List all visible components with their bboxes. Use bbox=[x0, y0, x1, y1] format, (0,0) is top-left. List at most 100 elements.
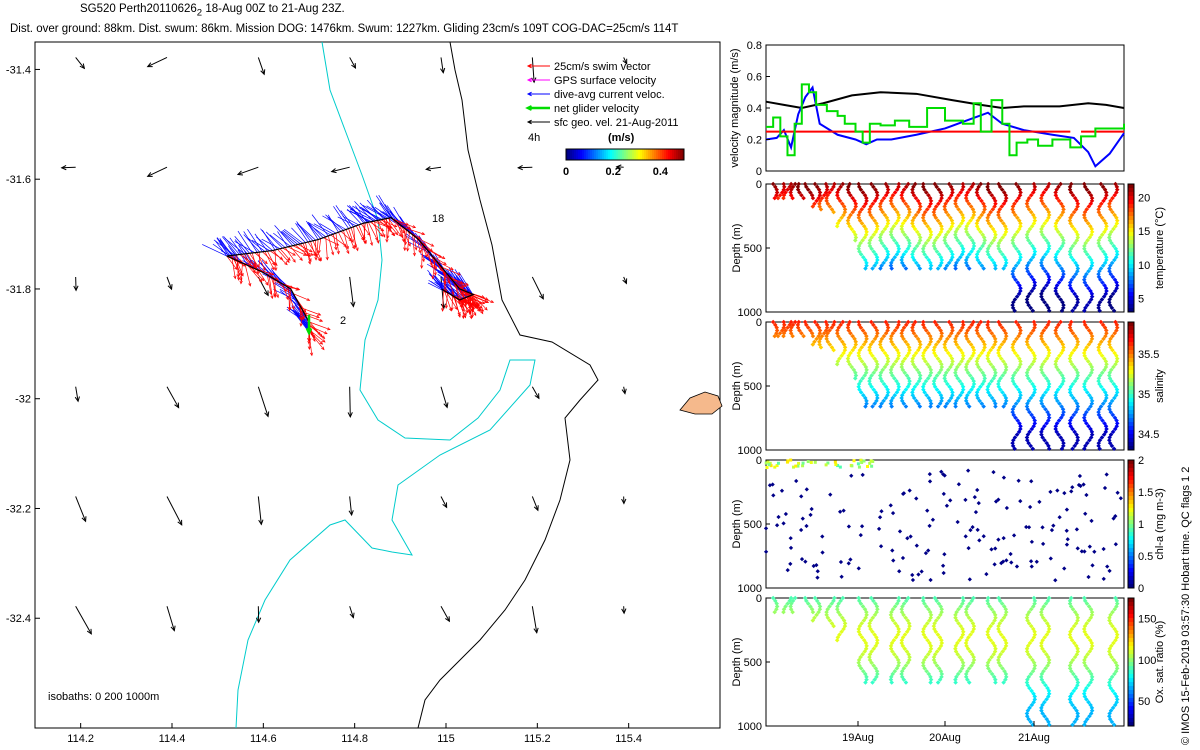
profile-point bbox=[872, 263, 877, 268]
profile-point bbox=[1097, 350, 1103, 356]
profile-point bbox=[910, 390, 915, 395]
profile-point bbox=[1071, 688, 1077, 694]
profile-point bbox=[899, 361, 905, 367]
dac-vector bbox=[451, 269, 469, 293]
profile-point bbox=[1030, 668, 1036, 674]
dac-vector bbox=[352, 205, 377, 221]
sfc-arrow-head bbox=[348, 510, 354, 517]
profile-point bbox=[1103, 423, 1109, 429]
swim-vector bbox=[308, 321, 331, 330]
profile-point bbox=[804, 598, 809, 604]
chl-point bbox=[1018, 499, 1023, 504]
profile-point bbox=[990, 345, 996, 350]
profile-point bbox=[914, 260, 919, 266]
profile-point bbox=[967, 373, 973, 378]
chl-surface-point bbox=[776, 461, 780, 465]
swim-vector-head bbox=[459, 304, 463, 308]
profile-point bbox=[1027, 685, 1032, 691]
profile-point bbox=[861, 254, 866, 260]
profile-point bbox=[1070, 308, 1075, 313]
profile-point bbox=[1072, 705, 1077, 711]
swim-vector-head bbox=[301, 315, 305, 320]
profile-point bbox=[1024, 646, 1030, 651]
profile-point bbox=[895, 632, 901, 637]
swim-vector-head bbox=[343, 243, 348, 247]
profile-point bbox=[1082, 598, 1088, 604]
dac-vector bbox=[294, 310, 310, 331]
swim-vector-head bbox=[316, 315, 320, 319]
chl-surface-point bbox=[859, 458, 863, 462]
profile-point bbox=[1110, 705, 1116, 711]
colorbar-swatch bbox=[620, 149, 623, 160]
profile-point bbox=[957, 637, 962, 643]
profile-point bbox=[993, 646, 998, 651]
depth-colorbar-swatch bbox=[1128, 288, 1134, 293]
profile-point bbox=[966, 615, 972, 620]
profile-point bbox=[975, 257, 981, 263]
sfc-arrow-head bbox=[622, 58, 628, 65]
profile-point bbox=[1042, 204, 1048, 209]
chl-point bbox=[1084, 492, 1089, 498]
chl-point bbox=[774, 523, 780, 528]
chl-point bbox=[970, 524, 975, 530]
chl-point bbox=[1092, 549, 1097, 554]
profile-point bbox=[859, 359, 865, 364]
profile-point bbox=[1016, 260, 1021, 266]
profile-point bbox=[993, 370, 998, 375]
swim-vector bbox=[288, 287, 290, 310]
chl-point bbox=[876, 526, 882, 532]
depth-colorbar-swatch bbox=[1128, 280, 1134, 285]
swim-vector bbox=[279, 248, 291, 261]
dac-vector bbox=[229, 247, 243, 264]
colorbar-swatch bbox=[658, 149, 661, 160]
colorbar-swatch bbox=[598, 149, 601, 160]
depth-colorbar-swatch bbox=[1128, 576, 1134, 581]
chl-point bbox=[1087, 544, 1092, 549]
profile-point bbox=[989, 331, 995, 336]
profile-point bbox=[1029, 412, 1034, 418]
profile-point bbox=[1100, 322, 1106, 328]
swim-vector-head bbox=[363, 240, 367, 245]
swim-vector bbox=[444, 290, 452, 312]
profile-point bbox=[953, 263, 958, 268]
profile-point bbox=[827, 604, 832, 609]
profile-point bbox=[1101, 387, 1106, 392]
chl-point bbox=[1065, 537, 1070, 542]
profile-point bbox=[850, 347, 856, 353]
profile-point bbox=[1107, 297, 1112, 302]
profile-point bbox=[1024, 711, 1030, 716]
profile-point bbox=[936, 325, 942, 330]
profile-point bbox=[907, 654, 912, 660]
profile-point bbox=[1041, 235, 1047, 240]
swim-vector bbox=[399, 224, 405, 242]
profile-point bbox=[1111, 226, 1116, 232]
profile-point bbox=[958, 604, 963, 609]
profile-point bbox=[933, 353, 939, 359]
swim-vector-head bbox=[355, 247, 359, 252]
profile-point bbox=[1042, 423, 1047, 429]
profile-point bbox=[1017, 390, 1023, 395]
sfc-arrow-head bbox=[531, 77, 537, 84]
profile-point bbox=[1046, 694, 1051, 699]
profile-point bbox=[1075, 435, 1080, 440]
profile-point bbox=[1044, 632, 1050, 637]
chl-point bbox=[948, 498, 953, 503]
profile-point bbox=[970, 353, 975, 359]
chl-point bbox=[966, 468, 971, 473]
profile-point bbox=[931, 654, 937, 660]
profile-point bbox=[981, 347, 986, 353]
depth-colorbar-swatch bbox=[1128, 524, 1134, 529]
profile-point bbox=[993, 680, 998, 685]
profile-point bbox=[1067, 663, 1073, 668]
chl-point bbox=[846, 524, 852, 529]
profile-point bbox=[1075, 370, 1080, 375]
depth-colorbar-swatch bbox=[1128, 204, 1134, 209]
profile-point bbox=[890, 373, 895, 378]
depth-colorbar-swatch bbox=[1128, 686, 1134, 691]
profile-point bbox=[860, 376, 865, 381]
swim-vector-head bbox=[262, 267, 266, 272]
profile-point bbox=[892, 604, 898, 609]
legend-extra-label: 4h bbox=[528, 132, 540, 144]
chl-point bbox=[942, 473, 947, 478]
profile-point bbox=[977, 353, 982, 359]
